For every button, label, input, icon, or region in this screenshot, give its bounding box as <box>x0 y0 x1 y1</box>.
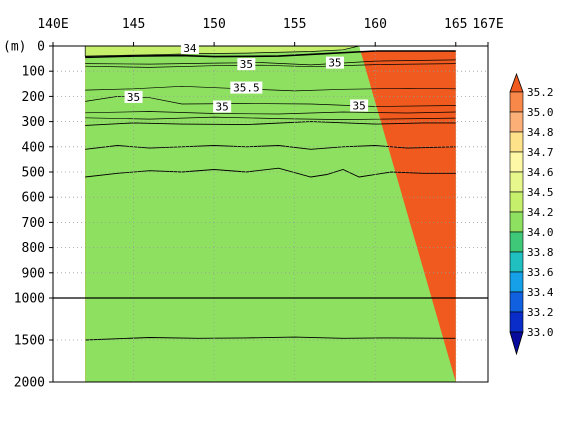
y-tick-label-4: 400 <box>22 140 45 155</box>
x-tick-label-0: 140E <box>37 17 68 32</box>
contour-label-4: 35 <box>127 91 140 104</box>
axis-ticks: 140E 145 150 155 160 165 167E 0 100 200 300 400 500 6… <box>3 17 504 391</box>
colorbar-label-4: 34.6 <box>527 166 554 179</box>
contour-label-6: 35 <box>352 99 365 112</box>
contour-label-0: 34 <box>183 42 197 55</box>
plot-border <box>52 45 489 383</box>
colorbar-label-1: 35.0 <box>527 106 554 119</box>
colorbar-segment-11 <box>509 291 524 313</box>
colorbar-segment-8 <box>509 231 524 253</box>
contour-label-bg-6 <box>350 99 369 112</box>
y-tick-label-3: 300 <box>22 115 45 130</box>
y-tick-label-6: 600 <box>22 191 45 206</box>
contour-label-1: 35 <box>240 58 253 71</box>
y-tick-label-2: 200 <box>22 90 45 105</box>
colorbar-segment-10 <box>509 271 524 293</box>
colorbar-label-7: 34.0 <box>527 226 554 239</box>
colorbar-segment-7 <box>509 211 524 233</box>
contour-line-2 <box>85 145 456 150</box>
y-tick-label-7: 700 <box>22 216 45 231</box>
contour-label-bg-2 <box>325 56 344 69</box>
y-tick-label-0: 0 <box>37 40 45 55</box>
y-tick-label-1: 100 <box>22 65 45 80</box>
colorbar-label-5: 34.5 <box>527 186 554 199</box>
contour-detail-5 <box>85 116 456 120</box>
contour-detail-4 <box>85 111 456 115</box>
colorbar-label-10: 33.4 <box>527 286 554 299</box>
colorbar-segment-2 <box>509 111 524 133</box>
contour-label-bg-5 <box>213 100 232 113</box>
y-tick-label-10: 1000 <box>14 292 45 307</box>
x-tick-label-1: 145 <box>122 17 145 32</box>
contour-label-bg-4 <box>124 90 143 103</box>
contour-detail-2 <box>85 85 456 92</box>
contour-labels: 34 35 35 35.5 35 35 35 <box>124 42 369 113</box>
contour-detail-1 <box>85 63 456 68</box>
colorbar-bottom-arrow <box>509 331 524 356</box>
colorbar-segment-12 <box>509 311 524 333</box>
salinity-contour-lines <box>85 50 456 341</box>
contour-label-5: 35 <box>216 100 229 113</box>
colorbar: 35.2 35.0 34.8 34.7 34.6 34.5 34.2 34.0 33.8 33.6… <box>509 72 554 356</box>
colorbar-segment-9 <box>509 251 524 273</box>
y-tick-label-11: 1500 <box>14 334 45 349</box>
colorbar-segment-3 <box>509 131 524 153</box>
colorbar-segment-6 <box>509 191 524 213</box>
contour-line-0 <box>85 336 456 341</box>
colorbar-label-6: 34.2 <box>527 206 554 219</box>
colorbar-label-12: 33.0 <box>527 326 554 339</box>
contour-label-3: 35.5 <box>233 82 260 95</box>
contour-line-4 <box>85 50 456 59</box>
x-tick-label-2: 150 <box>202 17 225 32</box>
colorbar-label-2: 34.8 <box>527 126 554 139</box>
colorbar-label-0: 35.2 <box>527 86 554 99</box>
colorbar-segment-4 <box>509 151 524 173</box>
x-tick-label-6: 167E <box>472 17 503 32</box>
colorbar-label-8: 33.8 <box>527 246 554 259</box>
y-tick-label-12: 2000 <box>14 376 45 391</box>
y-axis-label: (m) <box>3 40 26 55</box>
x-tick-label-3: 155 <box>283 17 306 32</box>
contour-label-2: 35 <box>328 57 341 70</box>
contour-label-bg-3 <box>230 81 263 94</box>
contour-detail-0 <box>85 59 456 66</box>
colorbar-segment-5 <box>509 171 524 193</box>
contour-label-bg-0 <box>180 42 199 55</box>
contour-line-3 <box>85 121 456 126</box>
plot-frame <box>52 45 489 383</box>
y-tick-label-5: 500 <box>22 166 45 181</box>
colorbar-top-arrow <box>509 72 524 93</box>
contour-line-1 <box>85 167 456 178</box>
contour-label-bg-1 <box>237 58 256 71</box>
colorbar-label-9: 33.6 <box>527 266 554 279</box>
y-tick-label-9: 900 <box>22 266 45 281</box>
surface-low-salinity <box>84 46 360 57</box>
colorbar-label-11: 33.2 <box>527 306 554 319</box>
y-tick-label-8: 800 <box>22 241 45 256</box>
colorbar-segment-1 <box>509 91 524 113</box>
x-tick-label-5: 165 <box>444 17 467 32</box>
colorbar-label-3: 34.7 <box>527 146 554 159</box>
x-tick-label-4: 160 <box>363 17 386 32</box>
